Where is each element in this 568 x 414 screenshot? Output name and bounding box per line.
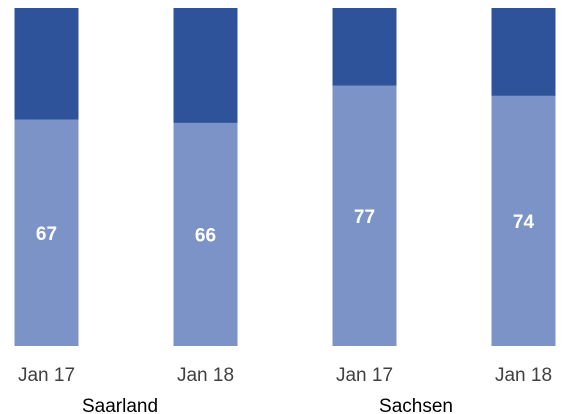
bar-segment-lower-3	[491, 95, 556, 346]
bar-segment-upper-2	[332, 8, 397, 86]
data-label-0: 67	[36, 224, 57, 245]
bar-segment-lower-0	[14, 119, 79, 346]
group-label-saarland: Saarland	[82, 396, 158, 414]
bar-segment-upper-3	[491, 8, 556, 96]
bar-segment-lower-2	[332, 85, 397, 347]
bar-segment-upper-0	[14, 8, 79, 120]
data-label-2: 77	[354, 207, 375, 228]
x-tick-label-3: Jan 18	[495, 365, 552, 386]
data-label-1: 66	[195, 225, 216, 246]
data-label-3: 74	[513, 212, 535, 233]
x-tick-label-1: Jan 18	[177, 365, 234, 386]
x-tick-label-0: Jan 17	[18, 365, 75, 386]
bar-segment-upper-1	[173, 8, 238, 123]
bar-segment-lower-1	[173, 122, 238, 346]
x-tick-label-2: Jan 17	[336, 365, 393, 386]
group-label-sachsen: Sachsen	[379, 396, 453, 414]
